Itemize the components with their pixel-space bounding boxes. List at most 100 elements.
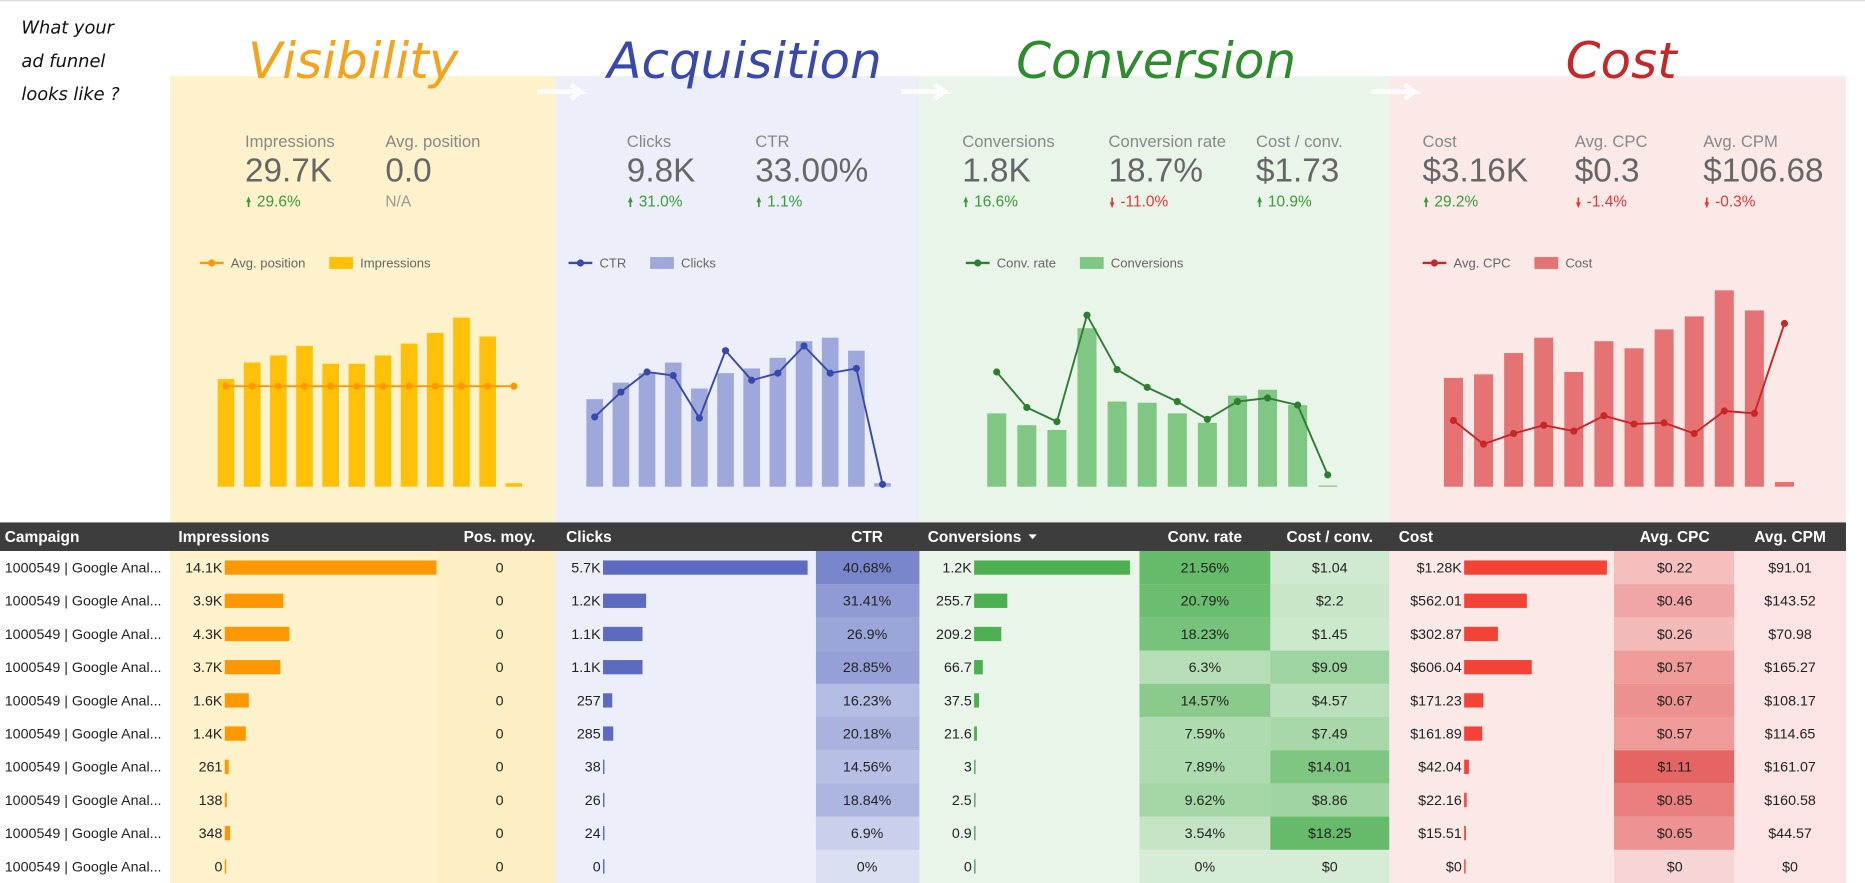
bar — [1017, 425, 1037, 487]
line-point — [617, 388, 625, 396]
table-cell: 0.9 — [952, 826, 972, 842]
legend-label: Avg. CPC — [1453, 256, 1510, 271]
table-cell: 6.9% — [851, 826, 884, 842]
sort-indicator — [1028, 534, 1037, 540]
heat-cell — [1614, 683, 1735, 717]
metric-value: 0.0 — [385, 152, 431, 189]
bar — [1654, 329, 1674, 487]
funnel-arrow — [901, 82, 952, 101]
table-cell: 1000549 | Google Anal... — [5, 561, 162, 577]
table-cell: 138 — [199, 793, 223, 809]
column-header: Pos. moy. — [464, 529, 536, 546]
line-point — [1324, 471, 1332, 479]
table-cell: $18.25 — [1308, 826, 1352, 842]
table-cell: 209.2 — [936, 627, 972, 643]
line-point — [300, 382, 309, 390]
table-bar — [224, 593, 284, 608]
heat-cell — [1614, 716, 1735, 751]
heat-cell — [1614, 750, 1735, 784]
line-point — [1294, 401, 1302, 409]
heat-cell — [1139, 650, 1271, 684]
metric-value: $3.16K — [1423, 152, 1529, 189]
table-cell: 1.2K — [942, 561, 972, 577]
line-point — [327, 382, 335, 390]
line-point — [1083, 311, 1091, 319]
table-cell: 20.18% — [843, 727, 892, 743]
table-bar — [974, 792, 976, 808]
column-bg — [555, 550, 816, 883]
bar — [638, 373, 656, 487]
table-cell: 26.9% — [847, 627, 888, 643]
line-point — [1203, 415, 1211, 423]
table-cell: 0 — [214, 859, 222, 875]
table-cell: $0 — [1322, 859, 1338, 875]
heat-cell — [1139, 716, 1271, 751]
table-cell: 0 — [496, 793, 504, 809]
table-cell: 1.4K — [193, 727, 223, 743]
table-bar — [603, 693, 613, 708]
table-cell: 255.7 — [936, 594, 972, 610]
table-cell: 0 — [496, 727, 504, 743]
table-bar — [603, 593, 647, 608]
table-bar — [1464, 593, 1527, 608]
bar — [1443, 377, 1463, 487]
section-title: Cost — [1566, 32, 1679, 90]
table-bar — [1464, 826, 1466, 841]
legend-swatch — [329, 257, 353, 269]
line-point — [669, 371, 677, 380]
table-bar — [1464, 759, 1469, 774]
line-point — [1540, 421, 1548, 429]
line-point — [826, 369, 834, 377]
line-point — [1570, 427, 1578, 435]
table-cell: 14.57% — [1181, 693, 1230, 709]
table-cell: $0.57 — [1657, 727, 1693, 743]
table-bar — [603, 759, 605, 774]
table-cell: 66.7 — [944, 660, 972, 676]
bar — [1474, 374, 1494, 487]
column-bg — [919, 550, 1140, 883]
line — [1452, 323, 1786, 446]
table-cell: 1000549 | Google Anal... — [5, 859, 162, 875]
column-header: Clicks — [566, 529, 612, 546]
metric-label: Clicks — [627, 132, 671, 151]
column-header: Cost — [1399, 529, 1433, 546]
bar — [612, 382, 630, 487]
bar — [269, 355, 287, 487]
heat-cell — [815, 750, 920, 784]
table-bar — [1464, 660, 1532, 675]
heat-cell — [815, 683, 920, 717]
heat-cell — [1139, 617, 1271, 651]
line-point — [353, 382, 361, 390]
heat-cell — [1139, 849, 1271, 883]
line-point — [1233, 397, 1242, 406]
line-point — [1720, 407, 1728, 415]
bar — [479, 336, 496, 487]
section-title: Acquisition — [604, 32, 881, 90]
table-cell: $0 — [1782, 859, 1798, 875]
table-cell: 38 — [585, 760, 601, 776]
metric-delta: 29.2% — [1434, 193, 1478, 210]
line-point — [484, 382, 492, 390]
table-cell: 18.84% — [843, 793, 892, 809]
legend-dot — [974, 259, 982, 267]
heat-cell — [1270, 716, 1390, 751]
metric-value: 9.8K — [627, 152, 695, 189]
heat-cell — [815, 783, 920, 817]
table-cell: 1000549 | Google Anal... — [5, 826, 162, 842]
line-point — [1263, 394, 1272, 402]
table-cell: 21.56% — [1181, 561, 1230, 577]
heat-cell — [1614, 617, 1735, 651]
heat-cell — [1614, 650, 1735, 684]
table-cell: 348 — [199, 826, 223, 842]
table-cell: 285 — [577, 727, 601, 743]
delta-arrow — [756, 196, 762, 208]
line-point — [695, 414, 703, 422]
delta-arrow — [1257, 196, 1262, 208]
metric-delta: 16.6% — [974, 193, 1018, 210]
table-cell: $0 — [1667, 859, 1683, 875]
table-cell: 1000549 | Google Anal... — [5, 627, 162, 643]
line-point — [1479, 440, 1488, 448]
table-bar — [224, 726, 246, 741]
table-bar — [974, 660, 983, 675]
table-cell: 1000549 | Google Anal... — [5, 660, 162, 676]
